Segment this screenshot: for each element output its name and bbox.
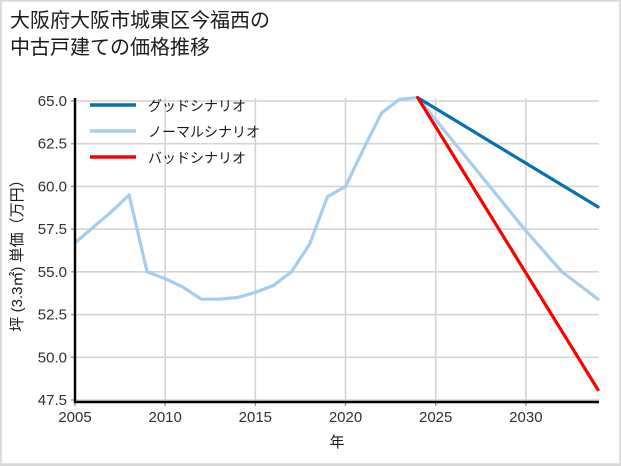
x-tick-label: 2025 — [419, 409, 452, 426]
x-tick-label: 2010 — [148, 409, 181, 426]
x-tick-labels: 2005 2010 2015 2020 2025 2030 — [58, 409, 542, 426]
x-tick-label: 2005 — [58, 409, 91, 426]
x-tick-label: 2030 — [509, 409, 542, 426]
y-tick-labels: 47.5 50.0 52.5 55.0 57.5 60.0 62.5 65.0 — [38, 93, 67, 409]
legend-label-1: ノーマルシナリオ — [148, 124, 260, 140]
y-tick-label: 55.0 — [38, 264, 67, 281]
gridlines — [74, 98, 599, 402]
x-tick-label: 2020 — [329, 409, 362, 426]
page-title: 大阪府大阪市城東区今福西の 中古戸建ての価格推移 — [10, 10, 270, 59]
legend-label-2: バッドシナリオ — [148, 150, 246, 166]
y-tick-label: 62.5 — [38, 136, 67, 153]
y-tick-label: 47.5 — [38, 392, 67, 409]
x-tick-label: 2015 — [239, 409, 272, 426]
legend-label-0: グッドシナリオ — [148, 98, 246, 114]
series-lines — [73, 95, 600, 392]
series-line-good — [416, 95, 600, 209]
series-line-bad — [416, 95, 600, 392]
y-axis-label: 坪 (3.3㎡) 単価（万円） — [9, 172, 26, 331]
y-tick-label: 65.0 — [38, 93, 67, 110]
y-tick-label: 60.0 — [38, 178, 67, 195]
x-axis-label: 年 — [329, 434, 344, 451]
y-tick-label: 50.0 — [38, 349, 67, 366]
series-line-normal — [73, 95, 600, 301]
y-tick-label: 57.5 — [38, 221, 67, 238]
y-tick-label: 52.5 — [38, 307, 67, 324]
